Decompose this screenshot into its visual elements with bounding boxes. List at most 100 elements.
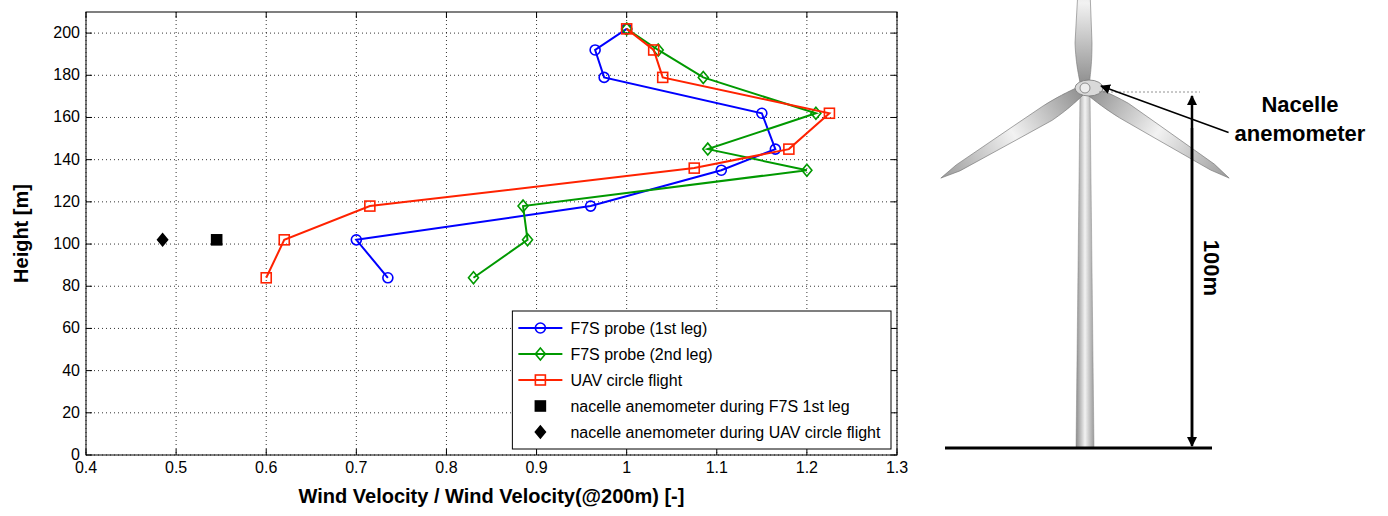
- legend-label: UAV circle flight: [570, 372, 682, 389]
- y-tick: [86, 159, 92, 160]
- y-tick: [86, 286, 92, 287]
- dimension-guide: [1099, 92, 1200, 93]
- data-point: [658, 72, 668, 82]
- y-tick-label: 120: [53, 193, 80, 210]
- y-grid: [86, 117, 897, 118]
- y-tick: [891, 75, 897, 76]
- x-tick: [176, 449, 177, 455]
- x-tick: [626, 12, 627, 18]
- series-line: [266, 29, 829, 278]
- data-point: [599, 72, 609, 82]
- y-tick: [86, 244, 92, 245]
- y-tick: [891, 244, 897, 245]
- y-tick-label: 160: [53, 108, 80, 125]
- data-point: [158, 234, 168, 246]
- legend-label: F7S probe (1st leg): [570, 320, 707, 337]
- dimension-arrow: [1191, 128, 1194, 446]
- y-tick: [891, 286, 897, 287]
- data-point: [757, 108, 767, 118]
- tower: [1076, 92, 1094, 448]
- data-point: [212, 235, 222, 245]
- data-point: [703, 143, 713, 155]
- x-tick-label: 0.8: [435, 459, 457, 476]
- x-tick: [356, 449, 357, 455]
- y-grid: [86, 286, 897, 287]
- x-tick: [446, 449, 447, 455]
- figure: 0.40.50.60.70.80.911.11.21.3020406080100…: [0, 0, 1388, 516]
- x-tick-label: 1.1: [706, 459, 728, 476]
- x-tick-label: 0.9: [525, 459, 547, 476]
- legend-marker: [535, 323, 545, 333]
- data-point: [622, 24, 632, 34]
- x-tick: [806, 12, 807, 18]
- y-grid: [86, 159, 897, 160]
- y-tick: [891, 328, 897, 329]
- series-line: [356, 29, 775, 278]
- y-tick: [891, 159, 897, 160]
- data-point: [698, 71, 708, 83]
- x-tick-label: 0.7: [345, 459, 367, 476]
- y-tick-label: 0: [71, 446, 80, 463]
- y-grid: [86, 33, 897, 34]
- callout-arrow: [1101, 86, 1229, 133]
- data-point: [261, 273, 271, 283]
- data-point: [824, 108, 834, 118]
- y-tick-label: 140: [53, 151, 80, 168]
- y-tick: [86, 201, 92, 202]
- y-tick: [86, 412, 92, 413]
- data-point: [716, 165, 726, 175]
- data-point: [468, 272, 478, 284]
- blade: [1075, 0, 1092, 88]
- y-tick: [891, 370, 897, 371]
- legend-box: [512, 311, 891, 449]
- callout-label: Nacelle anemometer: [1235, 92, 1366, 146]
- y-tick-label: 200: [53, 24, 80, 41]
- y-tick: [86, 328, 92, 329]
- x-tick: [356, 12, 357, 18]
- y-tick-label: 80: [62, 277, 80, 294]
- callout-line: Nacelle: [1261, 92, 1338, 117]
- y-grid: [86, 75, 897, 76]
- x-tick: [266, 449, 267, 455]
- x-tick: [806, 449, 807, 455]
- x-axis-title: Wind Velocity / Wind Velocity(@200m) [-]: [299, 485, 685, 507]
- y-grid: [86, 201, 897, 202]
- x-tick: [266, 12, 267, 18]
- turbine-diagram: 100m Nacelle anemometer: [937, 0, 1366, 448]
- data-point: [586, 201, 596, 211]
- y-axis-title: Height [m]: [10, 184, 32, 283]
- x-grid: [266, 12, 267, 455]
- hub: [1080, 83, 1090, 93]
- data-point: [279, 235, 289, 245]
- data-point: [365, 201, 375, 211]
- x-grid: [176, 12, 177, 455]
- dimension-label: 100m: [1199, 240, 1224, 296]
- data-point: [523, 234, 533, 246]
- legend-marker: [535, 401, 545, 411]
- data-point: [518, 200, 528, 212]
- x-grid: [356, 12, 357, 455]
- x-tick-label: 0.6: [255, 459, 277, 476]
- data-point: [590, 45, 600, 55]
- x-tick: [536, 12, 537, 18]
- y-tick: [891, 412, 897, 413]
- y-tick-label: 180: [53, 66, 80, 83]
- blade: [937, 82, 1090, 187]
- y-tick-label: 60: [62, 319, 80, 336]
- data-point: [649, 45, 659, 55]
- callout-line: anemometer: [1235, 121, 1366, 146]
- x-tick: [716, 449, 717, 455]
- legend-swatch: [518, 353, 562, 355]
- y-tick: [86, 370, 92, 371]
- blade: [1081, 80, 1234, 185]
- legend-marker: [535, 426, 545, 438]
- plot-frame: [86, 12, 897, 455]
- y-grid: [86, 244, 897, 245]
- legend: F7S probe (1st leg)F7S probe (2nd leg)UA…: [512, 311, 891, 449]
- y-tick: [891, 33, 897, 34]
- data-point: [784, 144, 794, 154]
- legend-marker: [535, 348, 545, 360]
- legend-marker: [535, 375, 545, 385]
- plot-background: [86, 12, 897, 455]
- x-tick-label: 0.5: [165, 459, 187, 476]
